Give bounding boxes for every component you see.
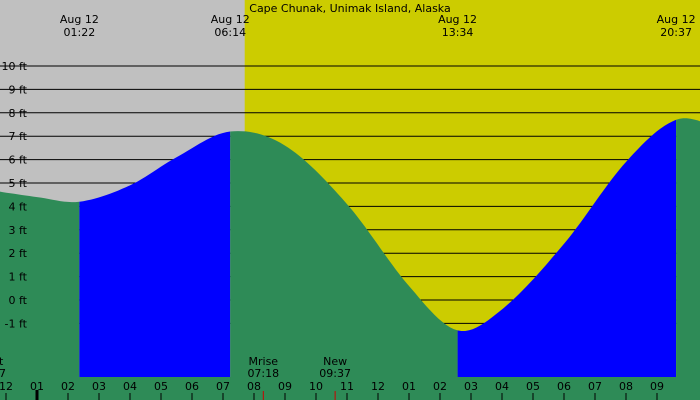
hour-label: 06 xyxy=(557,380,571,393)
extreme-date-label: Aug 12 xyxy=(211,13,250,26)
hour-axis: 1112010203040506070809101112010203040506… xyxy=(0,380,664,400)
y-tick-label: 1 ft xyxy=(9,271,28,284)
falling-tide-segment xyxy=(0,191,80,377)
falling-tide-segment xyxy=(676,118,700,377)
hour-label: 10 xyxy=(309,380,323,393)
rising-tide-segment xyxy=(79,131,231,377)
hour-label: 09 xyxy=(278,380,292,393)
hour-label: 05 xyxy=(526,380,540,393)
hour-label: 02 xyxy=(61,380,75,393)
y-tick-label: 10 ft xyxy=(2,60,28,73)
y-tick-label: 6 ft xyxy=(9,154,28,167)
hour-label: 09 xyxy=(650,380,664,393)
y-tick-label: 8 ft xyxy=(9,107,28,120)
tide-area xyxy=(0,118,700,400)
hour-label: 04 xyxy=(123,380,137,393)
hour-label: 07 xyxy=(216,380,230,393)
hour-label: 05 xyxy=(154,380,168,393)
hour-label: 07 xyxy=(588,380,602,393)
rising-tide-segment xyxy=(457,119,677,378)
y-tick-label: 4 ft xyxy=(9,200,28,213)
moon-event-time: 07:18 xyxy=(247,367,279,380)
extreme-time-label: 01:22 xyxy=(64,26,96,39)
extreme-date-label: Aug 12 xyxy=(438,13,477,26)
extreme-date-label: Aug 12 xyxy=(657,13,696,26)
y-tick-label: 3 ft xyxy=(9,224,28,237)
extreme-time-label: 13:34 xyxy=(442,26,474,39)
moon-event-time: 09:37 xyxy=(319,367,351,380)
y-tick-label: 9 ft xyxy=(9,83,28,96)
y-tick-label: 5 ft xyxy=(9,177,28,190)
falling-tide-segment xyxy=(230,131,458,377)
extreme-time-label: 20:37 xyxy=(660,26,692,39)
hour-label: 11 xyxy=(340,380,354,393)
extreme-time-label: 06:14 xyxy=(214,26,246,39)
hour-label: 03 xyxy=(464,380,478,393)
y-tick-label: 2 ft xyxy=(9,247,28,260)
hour-label: 06 xyxy=(185,380,199,393)
moon-event-name: Mrise xyxy=(249,355,279,368)
chart-title: Cape Chunak, Unimak Island, Alaska xyxy=(249,2,450,15)
hour-label: 01 xyxy=(402,380,416,393)
hour-label: 12 xyxy=(0,380,13,393)
y-tick-label: -1 ft xyxy=(5,317,28,330)
y-axis-labels: -1 ft 0 ft 1 ft 2 ft 3 ft 4 ft 5 ft 6 ft 7 ft 8 f… xyxy=(2,60,28,330)
y-tick-label: 0 ft xyxy=(9,294,28,307)
hour-label: 03 xyxy=(92,380,106,393)
extreme-date-label: Aug 12 xyxy=(60,13,99,26)
hour-label: 12 xyxy=(371,380,385,393)
clipped-left-label-2: 7 xyxy=(0,367,6,380)
moon-event-name: New xyxy=(323,355,347,368)
bottom-band xyxy=(0,377,700,400)
hour-label: 01 xyxy=(30,380,44,393)
hour-label: 08 xyxy=(247,380,261,393)
hour-label: 08 xyxy=(619,380,633,393)
y-tick-label: 7 ft xyxy=(9,130,28,143)
hour-label: 02 xyxy=(433,380,447,393)
hour-label: 04 xyxy=(495,380,509,393)
clipped-left-label-1: t xyxy=(0,355,4,368)
